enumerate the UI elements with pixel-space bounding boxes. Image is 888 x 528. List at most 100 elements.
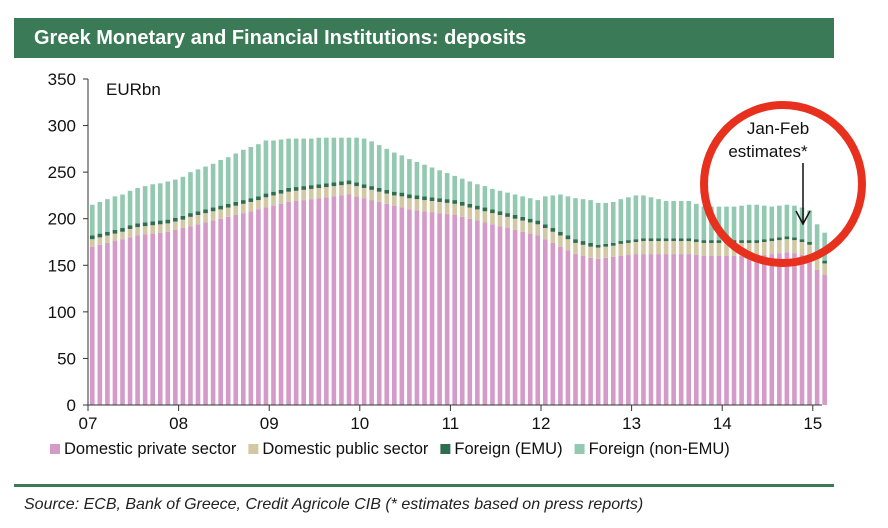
bar-segment: [354, 196, 359, 405]
bar-segment: [482, 222, 488, 405]
bar-segment: [754, 255, 759, 405]
bar-segment: [527, 222, 533, 234]
bar-segment: [603, 246, 608, 258]
bar-segment: [588, 246, 593, 258]
bar-segment: [588, 200, 593, 243]
bar-segment: [399, 207, 405, 405]
chart: 0 50 100 150 200 250 300 350 EURbn 07 08 09 10 11 12 13…: [48, 70, 866, 458]
bar-segment: [233, 214, 239, 405]
bar-segment: [429, 212, 435, 405]
bar-segment: [316, 198, 322, 405]
bar-segment: [120, 231, 125, 240]
bar-segment: [497, 211, 503, 215]
bar-segment: [603, 202, 608, 244]
bar-segment: [195, 224, 201, 405]
bar-segment: [165, 223, 171, 232]
bar-segment: [112, 229, 118, 234]
bar-segment: [437, 201, 442, 214]
bar-segment: [490, 213, 495, 225]
bar-segment: [293, 187, 299, 191]
bar-segment: [173, 221, 178, 230]
x-tick-label: 13: [622, 414, 641, 433]
bar-segment: [573, 198, 578, 240]
bar-segment: [512, 194, 518, 215]
bar-segment: [407, 159, 412, 195]
bar-segment: [308, 185, 314, 189]
bar-segment: [263, 140, 269, 194]
bar-segment: [112, 241, 118, 405]
bar-segment: [384, 193, 390, 204]
bar-segment: [784, 236, 790, 240]
bar-segment: [694, 203, 699, 240]
bar-segment: [248, 146, 254, 199]
bar-segment: [573, 254, 578, 405]
bar-segment: [346, 184, 352, 195]
bar-segment: [641, 238, 646, 242]
bar-segment: [127, 237, 133, 405]
bar-segment: [769, 254, 775, 405]
bar-segment: [278, 203, 284, 405]
bar-segment: [701, 206, 707, 241]
bar-segment: [308, 188, 314, 200]
bar-segment: [188, 226, 193, 405]
bar-segment: [641, 195, 646, 239]
bar-segment: [610, 242, 616, 246]
bar-segment: [354, 137, 359, 183]
bar-segment: [422, 196, 427, 201]
bar-segment: [558, 246, 563, 405]
bar-segment: [482, 207, 488, 212]
bar-segment: [286, 187, 291, 192]
bar-segment: [271, 195, 276, 206]
annotation-text-line2: estimates*: [728, 142, 808, 161]
bar-segment: [814, 257, 820, 270]
bar-segment: [497, 214, 503, 227]
legend-swatch: [440, 444, 451, 454]
bar-segment: [384, 148, 390, 190]
bar-segment: [225, 207, 231, 217]
bar-segment: [301, 138, 306, 187]
bar-segment: [550, 195, 556, 229]
bar-segment: [761, 255, 767, 405]
bar-segment: [165, 219, 171, 224]
x-tick-label: 12: [532, 414, 551, 433]
x-tick-label: 11: [442, 414, 460, 433]
bar-segment: [241, 203, 246, 214]
bar-segment: [203, 166, 208, 210]
bar-segment: [709, 242, 714, 256]
bar-segment: [127, 190, 133, 226]
bar-segment: [678, 254, 684, 405]
bar-segment: [422, 211, 427, 405]
bar-segment: [603, 257, 608, 405]
bar-segment: [686, 254, 692, 405]
bar-segment: [286, 138, 291, 188]
bar-segment: [399, 155, 405, 193]
bar-segment: [286, 201, 291, 405]
legend-label: Domestic private sector: [64, 440, 237, 458]
bar-segment: [173, 217, 178, 222]
annotation-arrow-head: [795, 210, 811, 226]
bar-segment: [142, 222, 148, 227]
bar-segment: [195, 211, 201, 215]
bar-segment: [761, 242, 767, 256]
bar-segment: [105, 235, 110, 243]
bar-segment: [392, 195, 397, 206]
bar-segment: [527, 233, 533, 405]
bar-segment: [565, 196, 571, 236]
bar-segment: [648, 197, 654, 239]
bar-segment: [444, 214, 450, 405]
bar-segment: [414, 161, 420, 196]
bar-segment: [218, 209, 223, 219]
bar-segment: [595, 247, 601, 259]
x-tick-label: 07: [79, 414, 98, 433]
highlight-circle: [700, 101, 866, 267]
bar-segment: [248, 201, 254, 212]
bar-segment: [135, 235, 140, 405]
bar-segment: [135, 227, 140, 236]
bar-segment: [437, 213, 442, 405]
bar-segment: [543, 228, 548, 240]
bar-segment: [663, 254, 669, 405]
bar-segment: [595, 202, 601, 245]
bar-segment: [678, 238, 684, 242]
bar-segment: [308, 138, 314, 186]
bar-segment: [142, 234, 148, 405]
